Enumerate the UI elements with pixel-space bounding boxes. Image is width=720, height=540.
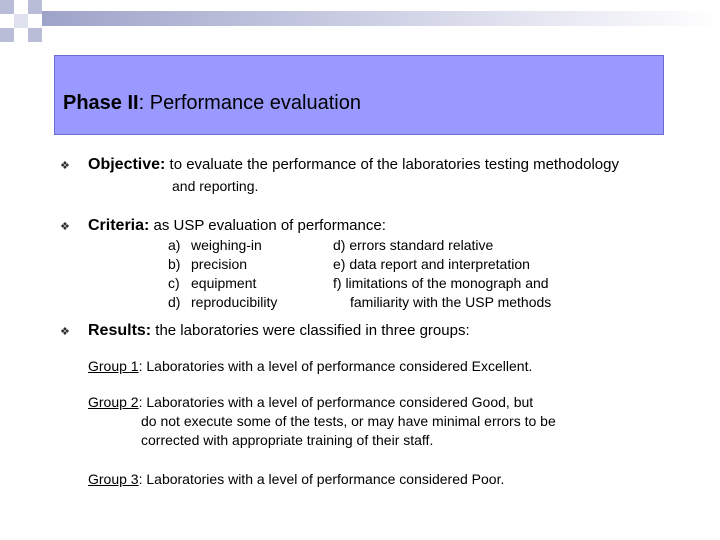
criteria-item-text: reproducibility bbox=[191, 294, 278, 310]
criteria-item-right: e) data report and interpretation bbox=[333, 256, 530, 272]
group-3-text: : Laboratories with a level of performan… bbox=[138, 471, 505, 487]
group-2-text-line3: corrected with appropriate training of t… bbox=[141, 432, 434, 448]
group-1-label: Group 1 bbox=[88, 358, 139, 374]
criteria-item-text: precision bbox=[191, 256, 248, 272]
criteria-item-letter: a) bbox=[168, 237, 181, 253]
diamond-bullet-icon: ❖ bbox=[60, 160, 70, 172]
group-2-text-line2: do not execute some of the tests, or may… bbox=[141, 413, 556, 429]
deco-square bbox=[0, 28, 14, 42]
diamond-bullet-icon: ❖ bbox=[60, 326, 70, 338]
criteria-label: Criteria: bbox=[88, 217, 150, 234]
objective-text: to evaluate the performance of the labor… bbox=[165, 156, 619, 173]
criteria-item-letter: b) bbox=[168, 256, 181, 272]
group-1-text: : Laboratories with a level of performan… bbox=[138, 358, 533, 374]
results-label: Results: bbox=[88, 322, 152, 339]
criteria-text: as USP evaluation of performance: bbox=[149, 217, 386, 234]
results-text: the laboratories were classified in thre… bbox=[151, 322, 470, 339]
criteria-item-letter: c) bbox=[168, 275, 180, 291]
criteria-line: Criteria: as USP evaluation of performan… bbox=[88, 217, 386, 235]
criteria-item-text: equipment bbox=[191, 275, 257, 291]
deco-square bbox=[28, 28, 42, 42]
group-3-label: Group 3 bbox=[88, 471, 139, 487]
criteria-item-text: weighing-in bbox=[191, 237, 262, 253]
header-gradient-bar bbox=[42, 11, 720, 26]
group-2-text: : Laboratories with a level of performan… bbox=[138, 394, 534, 410]
deco-square bbox=[0, 0, 14, 14]
objective-text-line2: and reporting. bbox=[172, 178, 259, 194]
deco-square bbox=[14, 14, 28, 28]
title-rest: : Performance evaluation bbox=[138, 92, 361, 114]
group-3: Group 3: Laboratories with a level of pe… bbox=[88, 471, 504, 487]
diamond-bullet-icon: ❖ bbox=[60, 221, 70, 233]
criteria-item-right: d) errors standard relative bbox=[333, 237, 494, 253]
criteria-item-right: f) limitations of the monograph and bbox=[333, 275, 549, 291]
group-1: Group 1: Laboratories with a level of pe… bbox=[88, 358, 532, 374]
criteria-item-letter: d) bbox=[168, 294, 181, 310]
slide-title: Phase II: Performance evaluation bbox=[63, 92, 361, 115]
results-line: Results: the laboratories were classifie… bbox=[88, 322, 470, 340]
deco-square bbox=[28, 0, 42, 14]
criteria-item-right: familiarity with the USP methods bbox=[350, 294, 552, 310]
group-2: Group 2: Laboratories with a level of pe… bbox=[88, 394, 533, 410]
title-box: Phase II: Performance evaluation bbox=[54, 55, 664, 135]
objective-label: Objective: bbox=[88, 156, 166, 173]
group-2-label: Group 2 bbox=[88, 394, 139, 410]
objective-line: Objective: to evaluate the performance o… bbox=[88, 156, 619, 174]
title-bold: Phase II bbox=[63, 92, 139, 114]
